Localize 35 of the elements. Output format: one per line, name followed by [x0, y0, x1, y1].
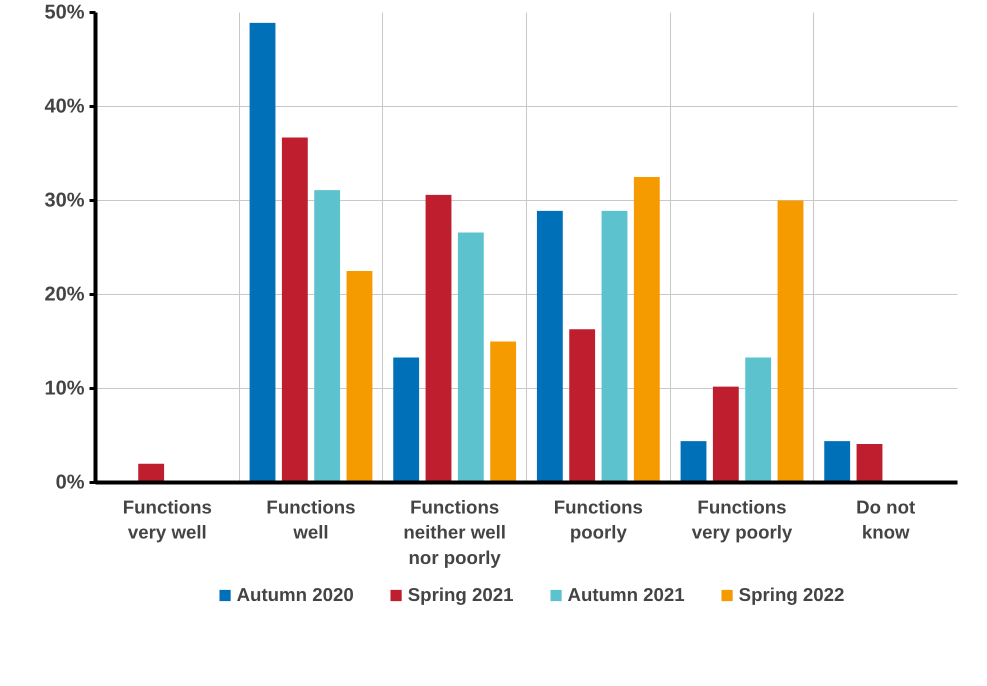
bar [712, 386, 739, 482]
legend-label: Autumn 2020 [236, 584, 354, 606]
x-tick-label: Do not know [856, 496, 916, 543]
bar [250, 22, 276, 482]
x-tick-label: Functions very well [122, 496, 212, 543]
x-tick-label: Functions well [266, 496, 356, 543]
y-tick-label: 50% [44, 2, 85, 24]
bar [745, 357, 772, 482]
x-tick-label: Functions very poorly [692, 496, 793, 543]
bar [458, 232, 484, 482]
bar [426, 194, 452, 482]
bar [490, 342, 516, 482]
x-tick-label: Functions poorly [554, 496, 643, 543]
bar [856, 444, 882, 482]
bar [138, 464, 164, 482]
bar [680, 441, 706, 482]
x-tick-label: Functions neither well nor poorly [403, 496, 506, 568]
bar [393, 357, 420, 482]
bar [346, 271, 372, 482]
bar [536, 210, 563, 482]
bar [634, 177, 660, 482]
y-tick-label: 40% [44, 96, 85, 118]
y-tick-label: 10% [44, 378, 85, 400]
bar [314, 190, 340, 482]
y-tick-label: 30% [44, 190, 85, 212]
y-tick-label: 0% [56, 472, 85, 494]
bar [602, 210, 628, 482]
bar [569, 329, 596, 482]
bar [282, 138, 308, 482]
bar [778, 200, 804, 482]
bar [824, 441, 850, 482]
legend-label: Spring 2022 [738, 584, 844, 606]
legend-label: Spring 2021 [408, 584, 514, 606]
y-tick-label: 20% [44, 284, 85, 306]
legend-label: Autumn 2021 [568, 584, 685, 606]
